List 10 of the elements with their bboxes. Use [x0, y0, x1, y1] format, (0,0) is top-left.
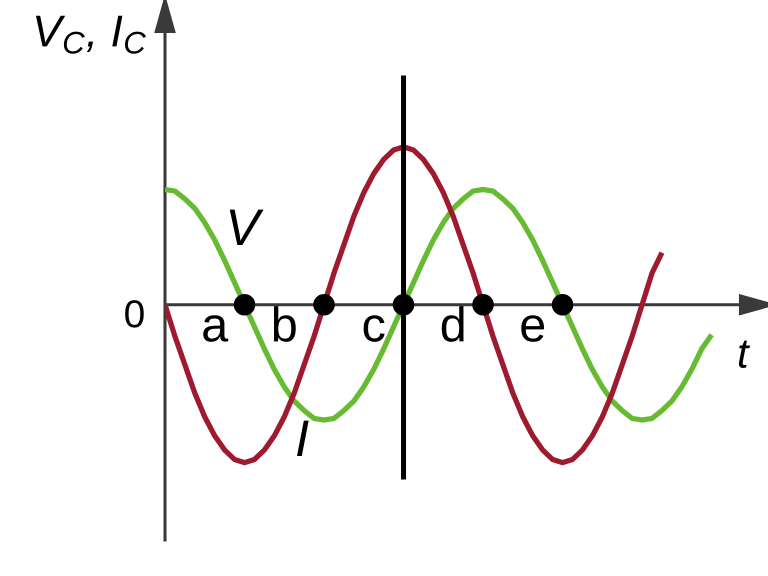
x-tick-label: a — [203, 315, 228, 342]
x-axis-title: t — [738, 340, 750, 368]
series-label: V — [230, 210, 264, 245]
series-label: I — [296, 420, 309, 456]
x-tick-label: d — [442, 306, 464, 342]
y-axis-title: V$_{C}$, I$_{C}$ — [36, 16, 146, 54]
x-tick-label: b — [274, 306, 296, 342]
text: 0 — [125, 300, 144, 328]
x-tick-label: c — [364, 315, 385, 342]
x-tick-label: e — [521, 315, 544, 342]
